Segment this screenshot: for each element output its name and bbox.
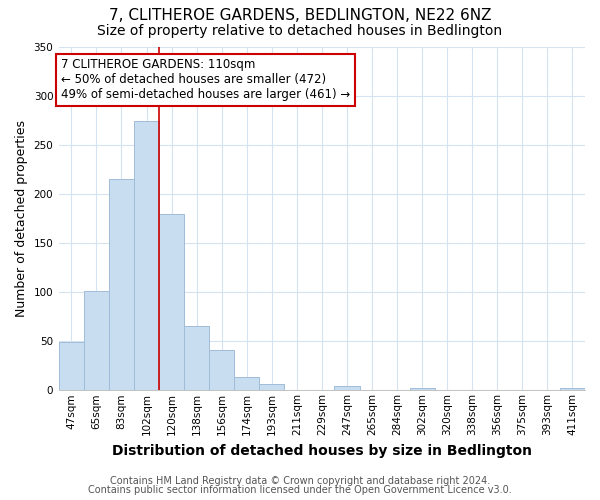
Bar (209, 350, 234, 391)
Text: Contains HM Land Registry data © Crown copyright and database right 2024.: Contains HM Land Registry data © Crown c… (110, 476, 490, 486)
Bar (184, 326, 209, 390)
Text: 7 CLITHEROE GARDENS: 110sqm
← 50% of detached houses are smaller (472)
49% of se: 7 CLITHEROE GARDENS: 110sqm ← 50% of det… (61, 58, 350, 102)
Bar (410, 388, 434, 390)
Y-axis label: Number of detached properties: Number of detached properties (15, 120, 28, 317)
Text: Contains public sector information licensed under the Open Government Licence v3: Contains public sector information licen… (88, 485, 512, 495)
Bar (159, 214, 184, 390)
Bar (59, 342, 84, 390)
Text: Size of property relative to detached houses in Bedlington: Size of property relative to detached ho… (97, 24, 503, 38)
Bar (259, 384, 284, 390)
Bar (109, 179, 134, 390)
X-axis label: Distribution of detached houses by size in Bedlington: Distribution of detached houses by size … (112, 444, 532, 458)
Bar (234, 376, 259, 390)
Bar (84, 291, 109, 390)
Text: 7, CLITHEROE GARDENS, BEDLINGTON, NE22 6NZ: 7, CLITHEROE GARDENS, BEDLINGTON, NE22 6… (109, 8, 491, 23)
Bar (334, 386, 359, 390)
Bar (134, 121, 159, 390)
Bar (560, 388, 585, 390)
